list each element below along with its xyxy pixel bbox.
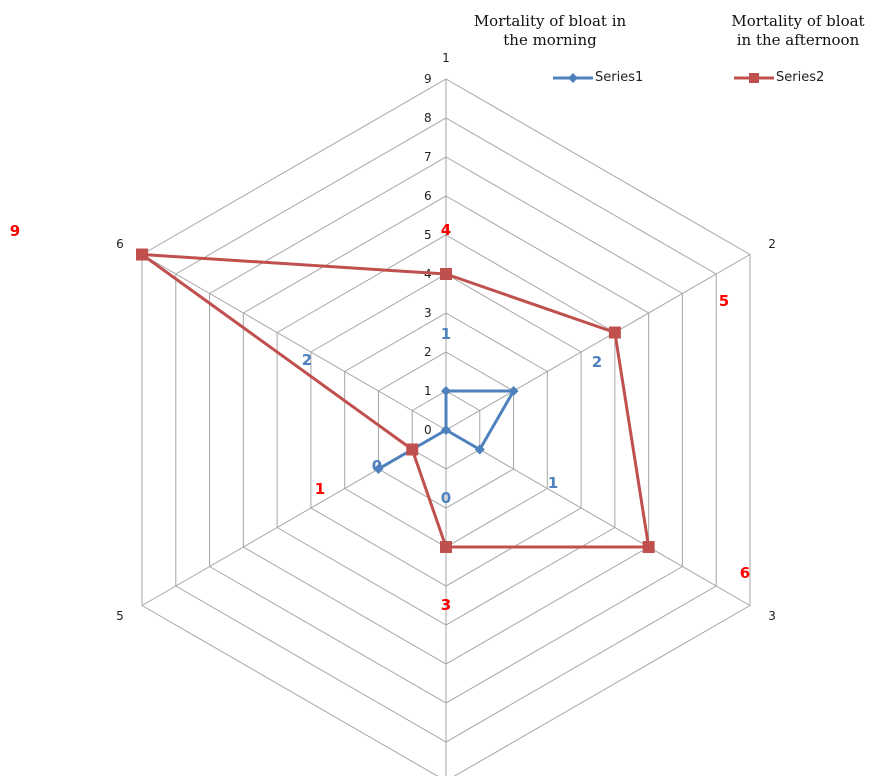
grid-spoke (445, 254, 751, 431)
value-annotation: 6 (740, 564, 750, 582)
series1-marker (474, 444, 485, 455)
value-annotation: 1 (548, 474, 558, 492)
radial-tick-label: 9 (424, 72, 432, 86)
radial-tick-label: 1 (424, 384, 432, 398)
radial-tick-label: 5 (424, 228, 432, 242)
category-label: 6 (116, 237, 124, 251)
series2-marker (136, 248, 149, 261)
legend-label-series1: Series1 (595, 70, 644, 85)
radial-tick-label: 7 (424, 150, 432, 164)
caption-morning: Mortality of bloat in the morning (473, 12, 627, 49)
series2-marker (642, 541, 655, 553)
radial-tick-label: 3 (424, 306, 432, 320)
value-annotation: 4 (441, 221, 451, 239)
value-annotation: 9 (10, 222, 20, 240)
series2-marker (406, 443, 419, 456)
category-label: 5 (116, 609, 124, 623)
legend-item-series2: Series2 (734, 70, 824, 85)
value-annotation: 0 (372, 457, 382, 475)
legend-marker-series2 (734, 72, 774, 83)
value-annotation: 2 (592, 353, 602, 371)
radial-tick-label: 0 (424, 423, 432, 437)
radial-tick-label: 8 (424, 111, 432, 125)
radial-tick-label: 2 (424, 345, 432, 359)
caption-afternoon: Mortality of bloat in the afternoon (731, 12, 865, 49)
legend-label-series2: Series2 (776, 70, 825, 85)
series2-marker (440, 541, 452, 553)
legend-marker-series1 (553, 72, 593, 83)
series1-marker (441, 386, 451, 396)
value-annotation: 0 (441, 489, 451, 507)
category-label: 2 (768, 237, 776, 251)
series2-marker (608, 326, 621, 339)
series2-marker (440, 268, 452, 280)
value-annotation: 5 (719, 292, 729, 310)
grid-spoke (445, 429, 751, 606)
radial-tick-label: 6 (424, 189, 432, 203)
value-annotation: 3 (441, 596, 451, 614)
grid-spoke (141, 254, 447, 431)
series1-marker (441, 425, 451, 435)
legend-item-series1: Series1 (553, 70, 643, 85)
value-annotation: 1 (315, 480, 325, 498)
category-label: 3 (768, 609, 776, 623)
series1-marker (373, 464, 384, 474)
value-annotation: 2 (302, 351, 312, 369)
category-label: 1 (442, 51, 450, 65)
series1-marker (508, 386, 519, 396)
value-annotation: 1 (441, 325, 451, 343)
